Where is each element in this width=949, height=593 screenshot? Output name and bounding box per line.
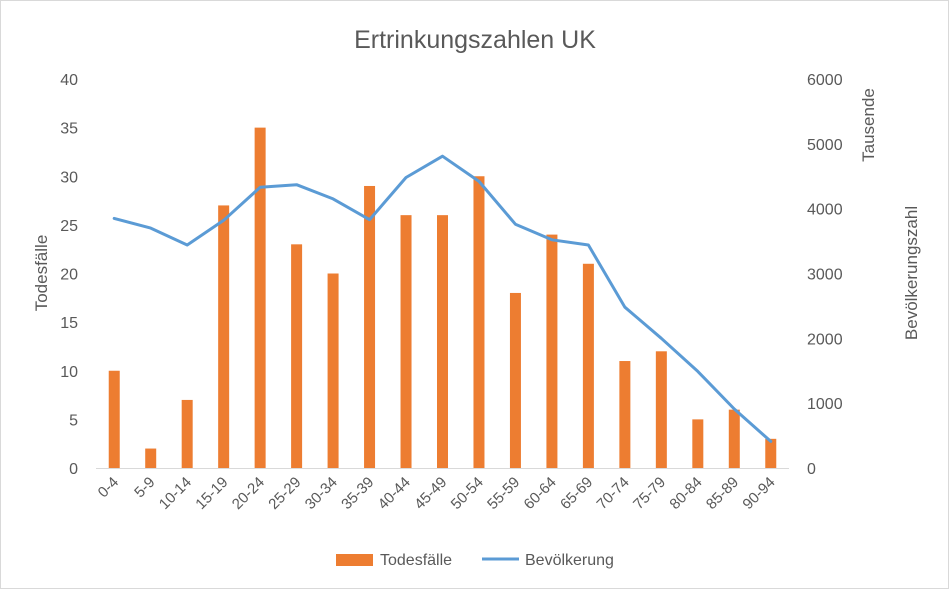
x-tick-label: 40-44 — [375, 474, 414, 513]
x-tick-label: 70-74 — [594, 474, 633, 513]
bar-15-19 — [218, 205, 230, 469]
bar-55-59 — [509, 292, 521, 468]
x-tick-label: 45-49 — [411, 474, 450, 513]
y-left-tick-label: 0 — [69, 461, 78, 478]
x-tick-label: 85-89 — [703, 474, 742, 513]
y-left-tick-label: 10 — [60, 364, 78, 381]
y-left-tick-label: 15 — [60, 315, 78, 332]
x-tick-label: 80-84 — [666, 474, 705, 513]
x-tick-label: 5-9 — [131, 474, 158, 501]
right-axis-ticks: 0 1000 2000 3000 4000 5000 6000 — [807, 72, 843, 478]
x-tick-label: 60-64 — [521, 474, 560, 513]
y-left-tick-label: 30 — [60, 169, 78, 186]
y-left-axis-label: Todesfälle — [32, 235, 51, 312]
bar-45-49 — [437, 215, 448, 468]
x-tick-label: 15-19 — [192, 474, 231, 513]
x-tick-label: 0-4 — [95, 474, 122, 501]
x-tick-label: 30-34 — [302, 474, 341, 513]
x-tick-label: 75-79 — [630, 474, 669, 513]
x-tick-label: 20-24 — [229, 474, 268, 513]
y-left-tick-label: 25 — [60, 218, 78, 235]
y-right-tick-label: 2000 — [807, 331, 843, 348]
bar-85-89 — [728, 409, 740, 468]
legend-label-todesfaelle: Todesfälle — [380, 552, 452, 569]
y-left-tick-label: 35 — [60, 121, 78, 138]
bar-10-14 — [181, 399, 193, 468]
legend-swatch-todesfaelle — [336, 554, 373, 566]
y-right-axis-label: Bevölkerungszahl — [902, 206, 921, 340]
bar-90-94 — [765, 438, 777, 468]
bar-0-4 — [108, 370, 120, 468]
y-right-tick-label: 5000 — [807, 137, 843, 154]
x-tick-label: 25-29 — [265, 474, 304, 513]
legend-label-bevoelkerung: Bevölkerung — [525, 552, 614, 569]
y-right-tick-label: 6000 — [807, 72, 843, 89]
bar-70-74 — [619, 361, 631, 468]
bar-50-54 — [473, 176, 485, 468]
y-left-tick-label: 40 — [60, 72, 78, 89]
y-left-tick-label: 5 — [69, 412, 78, 429]
line-series-bevoelkerung — [112, 154, 773, 443]
bar-5-9 — [145, 448, 157, 468]
y-right-unit-label: Tausende — [859, 88, 878, 162]
y-right-tick-label: 0 — [807, 461, 816, 478]
y-left-tick-label: 20 — [60, 267, 78, 284]
y-right-tick-label: 4000 — [807, 202, 843, 219]
x-tick-label: 35-39 — [338, 474, 377, 513]
bar-25-29 — [291, 244, 303, 468]
bar-20-24 — [254, 127, 266, 468]
bar-75-79 — [655, 351, 667, 468]
x-tick-label: 10-14 — [156, 474, 195, 513]
bar-30-34 — [327, 273, 339, 468]
bar-35-39 — [364, 185, 376, 468]
x-tick-label: 65-69 — [557, 474, 596, 513]
x-tick-label: 55-59 — [484, 474, 523, 513]
y-right-tick-label: 3000 — [807, 267, 843, 284]
y-right-tick-label: 1000 — [807, 396, 843, 413]
left-axis-ticks: 0 5 10 15 20 25 30 35 40 — [60, 72, 78, 478]
bar-60-64 — [546, 234, 558, 468]
x-tick-label: 90-94 — [739, 474, 778, 513]
bar-80-84 — [692, 419, 704, 468]
bar-40-44 — [400, 215, 412, 468]
bar-65-69 — [582, 263, 594, 468]
chart-title: Ertrinkungszahlen UK — [354, 26, 596, 54]
x-tick-label: 50-54 — [448, 474, 487, 513]
x-axis-tick-labels: 0-4 5-910-1415-1920-2425-2930-3435-3940-4… — [95, 474, 779, 513]
bar-series-todesfaelle — [108, 127, 777, 469]
legend: Todesfälle Bevölkerung — [336, 552, 614, 569]
